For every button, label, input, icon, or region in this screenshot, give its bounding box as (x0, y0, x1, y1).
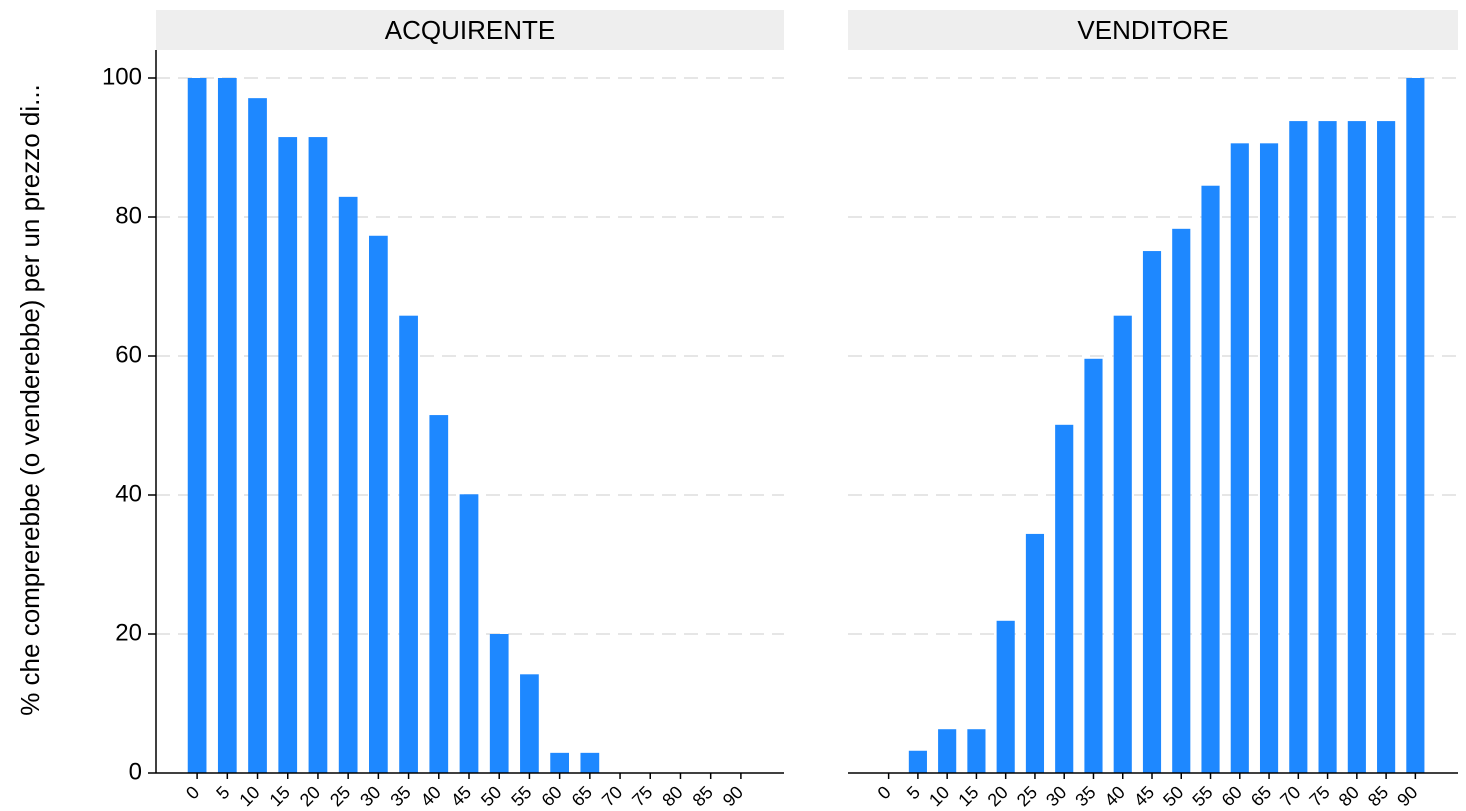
panel-title: VENDITORE (1077, 15, 1228, 45)
y-axis-label: % che comprerebbe (o venderebbe) per un … (15, 84, 45, 716)
x-tick-label: 45 (447, 782, 475, 810)
bar (338, 196, 358, 774)
x-tick-label: 40 (417, 782, 445, 810)
bar (1025, 533, 1045, 773)
x-tick-label: 5 (903, 782, 924, 803)
x-tick-label: 15 (266, 782, 294, 810)
x-tick-label: 35 (1071, 782, 1099, 810)
bar (278, 137, 298, 773)
x-tick-label: 45 (1130, 782, 1158, 810)
x-tick-label: 25 (1013, 782, 1041, 810)
bar (550, 752, 569, 773)
bar (967, 729, 986, 773)
bar (399, 315, 418, 773)
bar (1230, 143, 1249, 773)
bar (1055, 424, 1074, 773)
bar (248, 98, 267, 773)
strip (156, 10, 784, 50)
bar (187, 78, 207, 773)
bar (308, 137, 328, 773)
x-tick-label: 10 (235, 782, 263, 810)
x-tick-label: 35 (386, 782, 414, 810)
bar (1318, 121, 1337, 774)
x-tick-label: 5 (212, 782, 233, 803)
x-tick-label: 75 (1305, 782, 1333, 810)
y-tick-label: 20 (115, 619, 142, 646)
y-tick-label: 80 (115, 202, 142, 229)
x-tick-label: 60 (1218, 782, 1246, 810)
x-tick-label: 20 (296, 782, 324, 810)
y-tick-label: 40 (115, 480, 142, 507)
x-tick-label: 80 (658, 782, 686, 810)
x-tick-label: 50 (1159, 782, 1187, 810)
bar (1084, 358, 1103, 773)
x-tick-label: 50 (477, 782, 505, 810)
x-tick-label: 60 (538, 782, 566, 810)
bar (489, 634, 509, 773)
bar (1289, 121, 1308, 774)
bar (938, 729, 957, 773)
bar (996, 620, 1015, 773)
x-tick-label: 70 (598, 782, 626, 810)
y-tick-label: 100 (102, 63, 142, 90)
x-tick-label: 0 (874, 782, 895, 803)
panel-title: ACQUIRENTE (385, 15, 555, 45)
bar (1406, 78, 1425, 773)
x-tick-label: 90 (719, 782, 747, 810)
bar (580, 752, 600, 773)
x-tick-label: 30 (1042, 782, 1070, 810)
bar (520, 674, 539, 773)
x-tick-label: 85 (1364, 782, 1392, 810)
bar (1259, 143, 1279, 773)
bar (908, 750, 927, 773)
bar (369, 235, 388, 773)
x-tick-label: 70 (1276, 782, 1304, 810)
bar (217, 78, 237, 773)
x-tick-label: 30 (356, 782, 384, 810)
bar (1377, 121, 1396, 774)
bar (1172, 228, 1191, 773)
bar (1347, 121, 1366, 774)
x-tick-label: 10 (925, 782, 953, 810)
bar (459, 494, 479, 773)
x-tick-label: 40 (1101, 782, 1129, 810)
x-tick-label: 90 (1393, 782, 1421, 810)
x-tick-label: 75 (628, 782, 656, 810)
x-tick-label: 80 (1335, 782, 1363, 810)
bar (1113, 315, 1132, 773)
x-tick-label: 55 (507, 782, 535, 810)
x-tick-label: 25 (326, 782, 354, 810)
x-tick-label: 65 (1247, 782, 1275, 810)
x-tick-label: 15 (954, 782, 982, 810)
y-tick-label: 0 (129, 758, 142, 785)
x-tick-label: 65 (568, 782, 596, 810)
x-tick-label: 20 (984, 782, 1012, 810)
x-tick-label: 0 (182, 782, 203, 803)
x-tick-label: 55 (1188, 782, 1216, 810)
x-tick-label: 85 (689, 782, 717, 810)
bar (429, 415, 449, 773)
bar (1201, 185, 1220, 774)
strip (848, 10, 1458, 50)
bar (1142, 251, 1162, 773)
y-tick-label: 60 (115, 341, 142, 368)
